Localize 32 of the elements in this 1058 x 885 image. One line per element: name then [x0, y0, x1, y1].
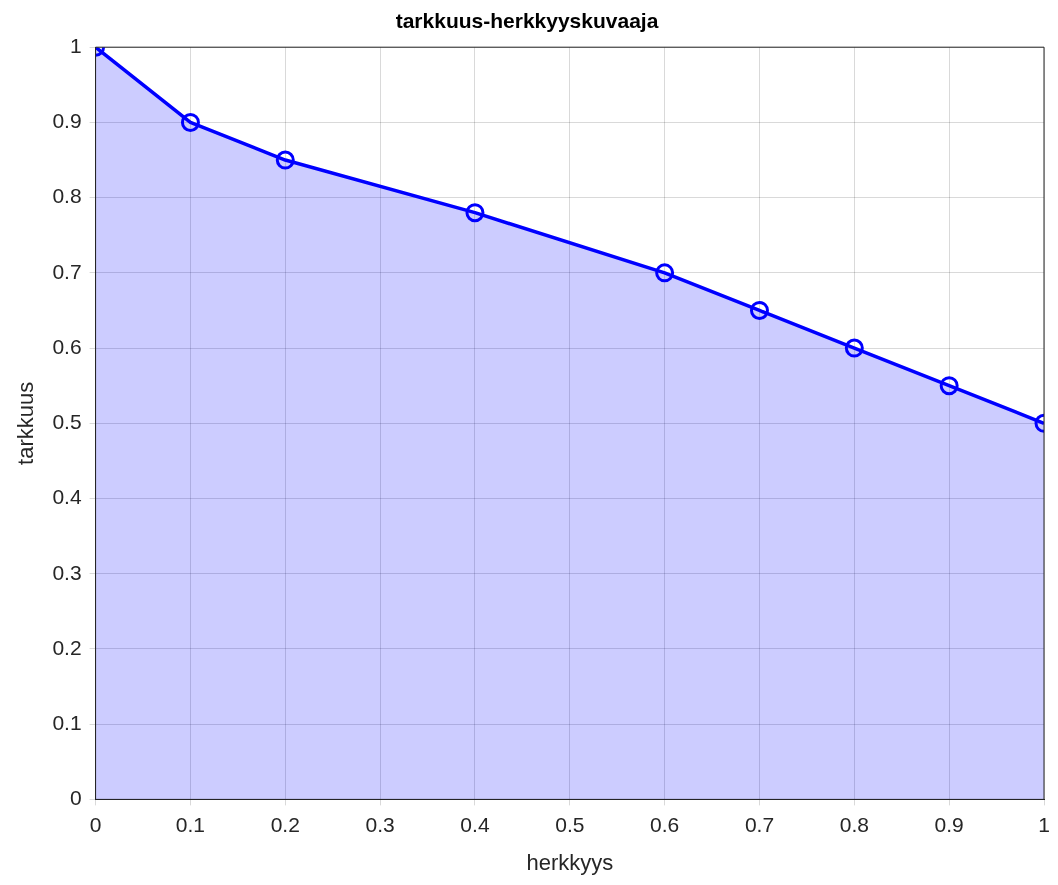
x-axis-title: herkkyys: [526, 849, 614, 875]
x-tick-label: 1: [1038, 812, 1050, 836]
point: [939, 376, 959, 396]
point: [465, 203, 485, 223]
point: [844, 338, 864, 358]
y-tick-label: 1: [69, 34, 82, 57]
x-tick-label: 0.8: [839, 812, 869, 836]
point: [655, 263, 675, 283]
x-tick-label: 0.7: [744, 812, 775, 836]
x-tick-label: 0: [89, 812, 102, 836]
x-tick-label: 0.4: [460, 812, 490, 836]
y-tick-label: 0.2: [52, 635, 82, 659]
x-tick-label: 0.2: [270, 812, 300, 836]
y-tick-label: 0.4: [52, 485, 82, 509]
point: [275, 150, 295, 170]
point: [749, 300, 769, 320]
y-tick-label: 0.3: [52, 560, 82, 584]
x-tick-label: 0.5: [555, 812, 585, 836]
chart-title: tarkkuus-herkkyyskuvaaja: [395, 9, 659, 33]
x-tick-label: 0.9: [934, 812, 964, 836]
x-tick-label: 0.6: [650, 812, 680, 836]
y-tick-label: 0.5: [52, 410, 82, 434]
y-tick-label: 0.7: [52, 259, 82, 283]
y-tick-label: 0: [69, 786, 82, 810]
y-tick-label: 0.6: [52, 334, 82, 358]
y-tick-label: 0.8: [52, 184, 82, 208]
x-tick-label: 0.1: [175, 812, 206, 836]
x-tick-label: 0.3: [365, 812, 395, 836]
y-axis-title: tarkkuus: [13, 381, 39, 465]
point: [180, 112, 200, 132]
y-tick-label: 0.9: [52, 109, 82, 133]
y-tick-label: 0.1: [52, 710, 82, 734]
